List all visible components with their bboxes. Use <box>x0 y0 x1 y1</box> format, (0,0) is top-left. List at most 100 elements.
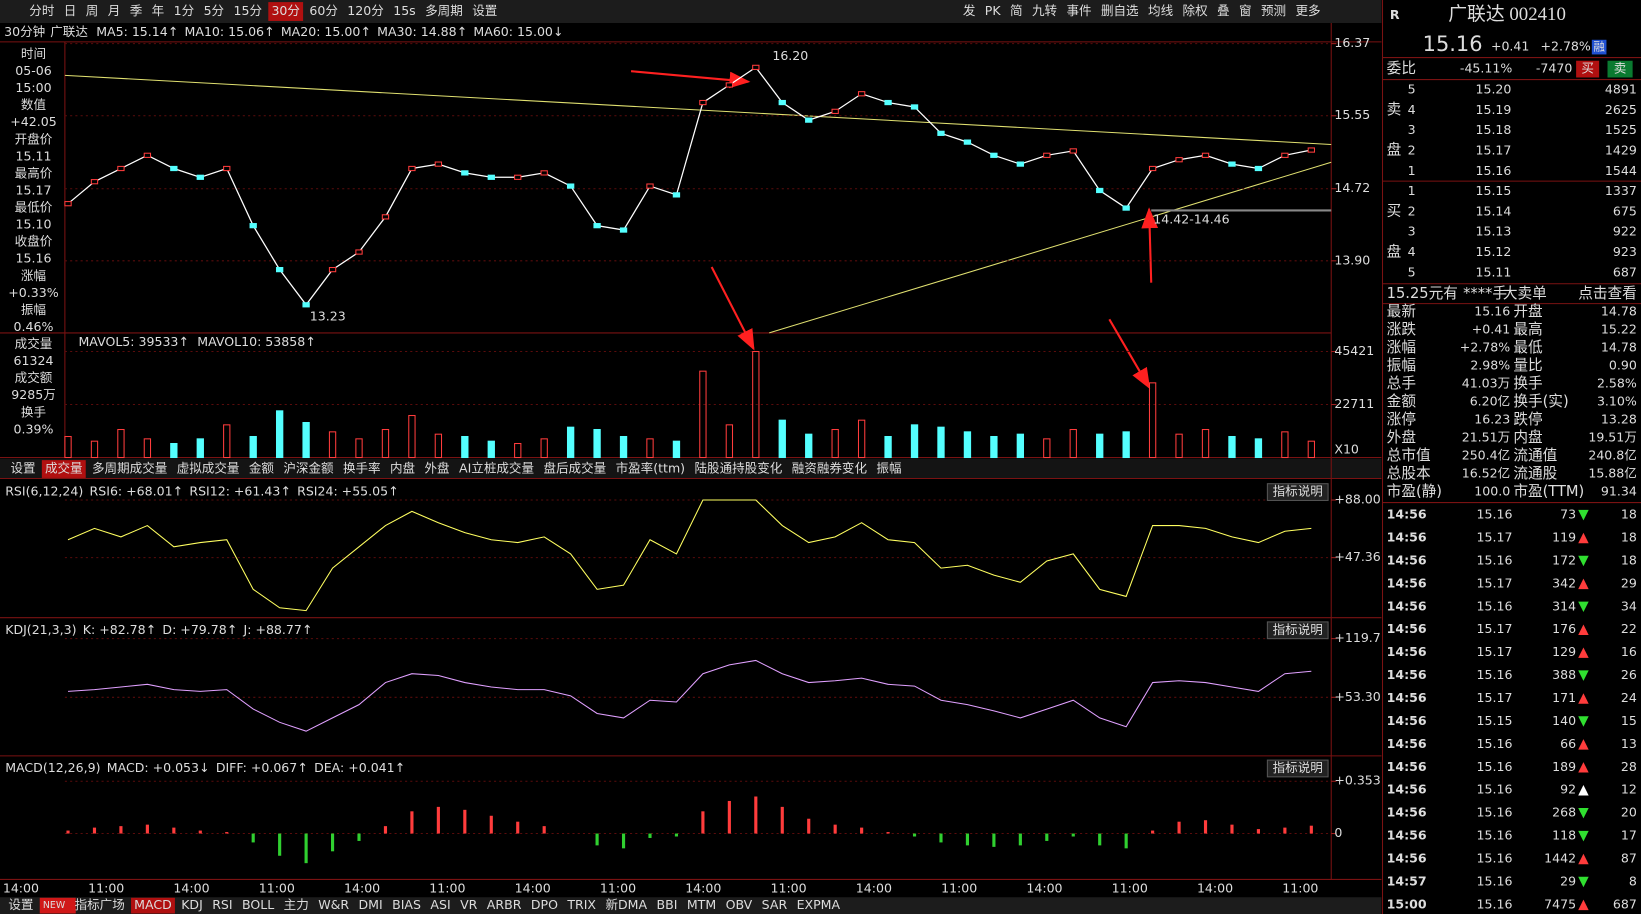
indicator-shortcut[interactable]: MACD <box>134 897 172 912</box>
toolbar-button[interactable]: 更多 <box>1295 3 1320 18</box>
indicator-shortcut[interactable]: W&R <box>318 897 349 912</box>
indicator-tab[interactable]: AI立桩成交量 <box>459 461 534 476</box>
toolbar-button[interactable]: 事件 <box>1066 3 1091 18</box>
big-order[interactable]: 点击查看 <box>1578 285 1637 302</box>
macd-bar <box>912 833 917 837</box>
stat-value: +2.78% <box>1460 340 1510 355</box>
indicator-shortcut[interactable]: MTM <box>687 897 716 912</box>
indicator-shortcut[interactable]: OBV <box>726 897 753 912</box>
toolbar-button[interactable]: 简 <box>1010 3 1023 18</box>
macd-bar <box>1151 830 1155 834</box>
indicator-tab[interactable]: 虚拟成交量 <box>177 461 240 476</box>
indicator-tab[interactable]: 市盈率(ttm) <box>616 461 685 476</box>
indicator-shortcut[interactable]: ARBR <box>487 897 522 912</box>
indicator-shortcut[interactable]: 指标广场 <box>75 897 125 912</box>
trade-time: 14:56 <box>1387 713 1427 728</box>
explain-button-label[interactable]: 指标说明 <box>1273 622 1323 637</box>
toolbar-button[interactable]: 周 <box>86 3 99 18</box>
stat-label: 金额 <box>1387 393 1417 410</box>
sell-button[interactable]: 卖 <box>1614 61 1627 76</box>
time-label: 11:00 <box>429 880 465 895</box>
trade-direction <box>1578 578 1589 590</box>
indicator-tab[interactable]: 陆股通持股变化 <box>695 461 783 476</box>
trade-count: 29 <box>1621 575 1637 590</box>
indicator-tab[interactable]: 金额 <box>249 461 275 476</box>
indicator-tab[interactable]: 盘后成交量 <box>543 461 606 476</box>
rsi-legend: RSI24: +55.05↑ <box>297 484 398 499</box>
indicator-shortcut[interactable]: 新DMA <box>605 897 647 912</box>
indicator-shortcut[interactable]: DMI <box>359 897 383 912</box>
indicator-shortcut[interactable]: KDJ <box>181 897 203 912</box>
explain-button-label[interactable]: 指标说明 <box>1273 760 1323 775</box>
volume-bar <box>408 414 416 459</box>
indicator-shortcut[interactable]: BOLL <box>242 897 274 912</box>
indicator-tab[interactable]: 换手率 <box>343 461 381 476</box>
indicator-shortcut[interactable]: DPO <box>531 897 558 912</box>
toolbar-button[interactable]: 发 <box>963 3 976 18</box>
toolbar-button[interactable]: 预测 <box>1261 3 1286 18</box>
toolbar-button[interactable]: 删自选 <box>1101 3 1139 18</box>
macd-bar <box>1071 833 1075 837</box>
trade-direction <box>1578 853 1589 865</box>
indicator-tab[interactable]: 融资融券变化 <box>792 461 868 476</box>
trade-time: 15:00 <box>1387 896 1427 911</box>
indicator-shortcut[interactable]: RSI <box>212 897 232 912</box>
volume-legend: MAVOL10: 53858↑ <box>197 334 315 349</box>
close-marker <box>64 201 72 207</box>
trade-direction <box>1578 509 1589 521</box>
indicator-shortcut[interactable]: 设置 <box>8 897 33 912</box>
toolbar-button[interactable]: 年 <box>152 3 165 18</box>
close-marker <box>831 108 839 114</box>
toolbar-button[interactable]: 窗 <box>1239 3 1252 18</box>
toolbar-button[interactable]: 季 <box>130 3 143 18</box>
indicator-shortcut[interactable]: NEW <box>43 900 65 911</box>
toolbar-button[interactable]: 月 <box>108 3 121 18</box>
indicator-shortcut[interactable]: SAR <box>762 897 788 912</box>
trade-volume: 388 <box>1552 667 1576 682</box>
indicator-tab[interactable]: 沪深金额 <box>283 461 334 476</box>
buy-button[interactable]: 买 <box>1581 61 1594 76</box>
info-item: 成交量 <box>15 336 53 351</box>
volume-bar <box>355 438 363 459</box>
toolbar-button[interactable]: 分时 <box>29 3 55 18</box>
toolbar-button[interactable]: 120分 <box>347 3 384 18</box>
indicator-tab[interactable]: 设置 <box>10 461 35 476</box>
toolbar-button[interactable]: 5分 <box>204 3 225 18</box>
toolbar-button[interactable]: 叠 <box>1217 3 1230 18</box>
indicator-shortcut[interactable]: BIAS <box>392 897 421 912</box>
indicator-tab[interactable]: 振幅 <box>876 461 901 476</box>
book-level: 4 <box>1408 244 1416 259</box>
toolbar-button[interactable]: 1分 <box>174 3 195 18</box>
indicator-shortcut[interactable]: VR <box>460 897 478 912</box>
indicator-shortcut[interactable]: EXPMA <box>797 897 841 912</box>
indicator-shortcut[interactable]: TRIX <box>566 897 596 912</box>
toolbar-button[interactable]: 15分 <box>234 3 263 18</box>
indicator-shortcut-bg <box>39 897 76 914</box>
indicator-shortcut[interactable]: ASI <box>430 897 450 912</box>
toolbar-button[interactable]: 30分 <box>271 3 300 18</box>
stat-value: +0.41 <box>1472 322 1510 337</box>
close-marker <box>302 302 310 308</box>
toolbar-button[interactable]: 九转 <box>1032 3 1058 18</box>
indicator-tab[interactable]: 多周期成交量 <box>92 461 167 476</box>
book-price: 15.19 <box>1475 102 1511 117</box>
toolbar-button[interactable]: 除权 <box>1183 3 1209 18</box>
toolbar-button[interactable]: 15s <box>393 3 416 18</box>
toolbar-button[interactable]: 60分 <box>309 3 338 18</box>
toolbar-button[interactable]: 均线 <box>1148 3 1174 18</box>
book-price: 15.14 <box>1475 203 1511 218</box>
explain-button-label[interactable]: 指标说明 <box>1273 484 1323 499</box>
macd-bar <box>516 821 520 834</box>
indicator-tab[interactable]: 内盘 <box>390 461 415 476</box>
stat-label: 换手(实) <box>1513 393 1568 410</box>
indicator-shortcut[interactable]: BBI <box>657 897 678 912</box>
toolbar-button[interactable]: 设置 <box>472 3 497 18</box>
toolbar-button[interactable]: 多周期 <box>425 3 463 18</box>
toolbar-button[interactable]: PK <box>985 3 1002 18</box>
indicator-shortcut[interactable]: 主力 <box>284 897 309 912</box>
ma-legend: MA10: 15.06↑ <box>185 24 275 39</box>
time-label: 14:00 <box>344 880 380 895</box>
indicator-tab[interactable]: 外盘 <box>425 461 450 476</box>
toolbar-button[interactable]: 日 <box>64 3 77 18</box>
indicator-tab[interactable]: 成交量 <box>45 461 83 476</box>
